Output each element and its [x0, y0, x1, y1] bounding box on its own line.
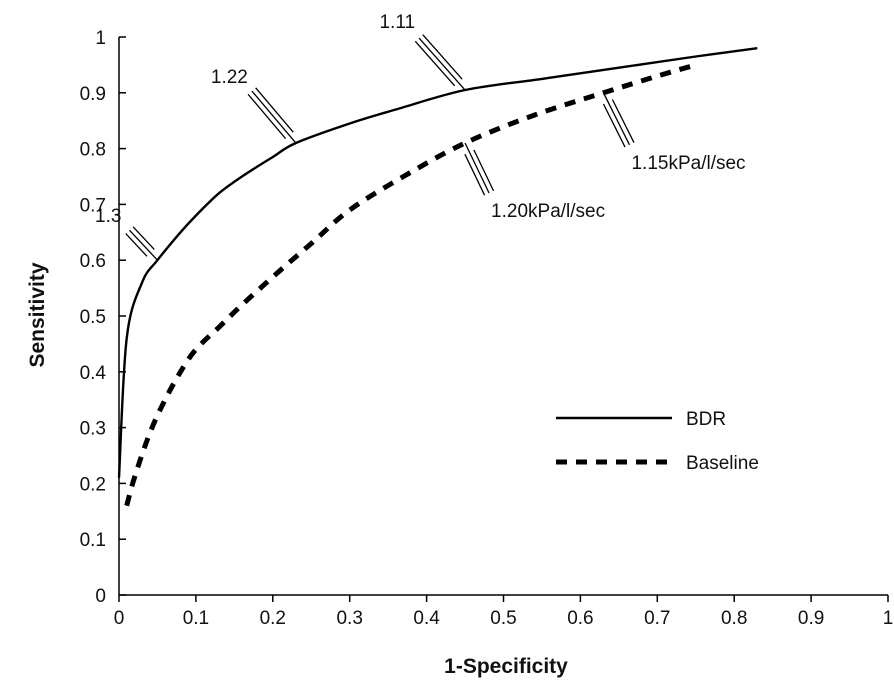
legend-label-baseline: Baseline	[686, 453, 759, 474]
y-tick-label: 0.7	[80, 195, 106, 216]
y-tick-label: 0.8	[80, 140, 106, 161]
x-tick-label: 0	[114, 608, 125, 629]
y-tick-label: 0.5	[80, 307, 106, 328]
annotation-label: 1.15kPa/l/sec	[631, 153, 745, 174]
y-tick-label: 0.4	[80, 363, 107, 384]
x-tick-label: 0.7	[644, 608, 670, 629]
x-tick-label: 1	[883, 608, 894, 629]
annotation-arrow	[602, 92, 631, 146]
annotation-arrow	[473, 149, 495, 192]
x-tick-label: 0.8	[721, 608, 747, 629]
annotation-arrow	[414, 40, 456, 87]
annotation-arrow	[255, 87, 294, 133]
y-tick-label: 0.2	[80, 474, 106, 495]
x-axis-title: 1-Specificity	[444, 655, 568, 678]
x-tick-label: 0.9	[798, 608, 824, 629]
annotation-arrow	[418, 37, 466, 91]
annotation-arrow	[464, 153, 486, 196]
y-tick-label: 0.3	[80, 419, 106, 440]
y-axis-ticks: 0 0.1 0.2 0.3 0.4 0.5 0.6 0.7 0.8 0.9 1	[80, 28, 126, 607]
annotation-label: 1.11	[379, 12, 415, 33]
annotation-arrow	[602, 103, 626, 148]
y-tick-label: 0.1	[80, 530, 106, 551]
annotations: 1.3 1.22 1.11 1.20kPa/l/sec 1.15kPa/l/sec	[95, 12, 746, 261]
annotation-arrow	[247, 93, 287, 140]
x-tick-label: 0.2	[260, 608, 286, 629]
annotation-arrow	[128, 229, 158, 261]
x-axis-ticks: 0 0.1 0.2 0.3 0.4 0.5 0.6 0.7 0.8 0.9 1	[114, 595, 894, 629]
series-line-baseline	[124, 62, 697, 507]
annotation-arrow	[125, 233, 148, 257]
y-tick-label: 0	[95, 586, 106, 607]
annotation-label: 1.20kPa/l/sec	[491, 201, 605, 222]
annotation-arrow	[132, 226, 155, 250]
x-tick-label: 0.5	[490, 608, 516, 629]
annotation-label: 1.3	[95, 206, 121, 227]
legend-label-bdr: BDR	[686, 409, 726, 430]
y-axis-title: Sensitivity	[26, 262, 49, 367]
series-line-bdr	[117, 47, 758, 478]
legend: BDR Baseline	[556, 409, 759, 474]
y-tick-label: 1	[95, 28, 106, 49]
y-tick-label: 0.9	[80, 84, 106, 105]
annotation-label: 1.22	[211, 67, 248, 88]
annotation-arrow	[611, 99, 635, 143]
annotation-arrow	[422, 34, 463, 80]
x-tick-label: 0.1	[183, 608, 209, 629]
x-tick-label: 0.4	[413, 608, 440, 629]
axes	[118, 37, 888, 596]
annotation-arrow	[464, 142, 490, 194]
y-tick-label: 0.6	[80, 251, 106, 272]
x-tick-label: 0.3	[336, 608, 362, 629]
annotation-arrow	[251, 90, 297, 144]
series-curves	[117, 47, 758, 507]
x-tick-label: 0.6	[567, 608, 593, 629]
